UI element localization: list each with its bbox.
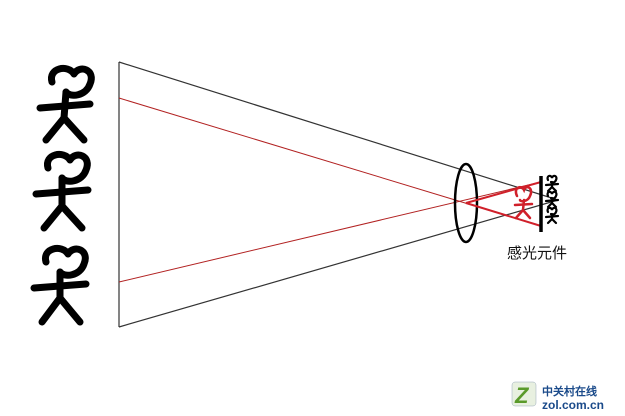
fov-lower-edge bbox=[118, 199, 559, 328]
image-figure-red bbox=[513, 185, 534, 220]
image-ray-top bbox=[465, 181, 542, 204]
sensor-figure-top bbox=[544, 174, 560, 193]
sensor-figure-bottom bbox=[544, 206, 560, 225]
zol-logo-icon: Z bbox=[511, 381, 537, 408]
ray-lower bbox=[118, 181, 542, 283]
watermark-brand: 中关村在线 bbox=[542, 384, 597, 398]
sensor-label: 感光元件 bbox=[507, 244, 567, 262]
subject-figure-bottom bbox=[30, 244, 90, 326]
subject-figure-top bbox=[36, 64, 95, 144]
sensor-figure-middle bbox=[544, 190, 560, 209]
lens-icon bbox=[453, 162, 479, 244]
svg-text:Z: Z bbox=[514, 383, 530, 408]
fov-upper-edge bbox=[118, 61, 559, 201]
subject-figure-middle bbox=[32, 150, 92, 232]
watermark-url: zol.com.cn bbox=[542, 398, 604, 412]
watermark: Z 中关村在线 zol.com.cn bbox=[511, 381, 604, 412]
image-ray-bottom bbox=[465, 202, 542, 227]
